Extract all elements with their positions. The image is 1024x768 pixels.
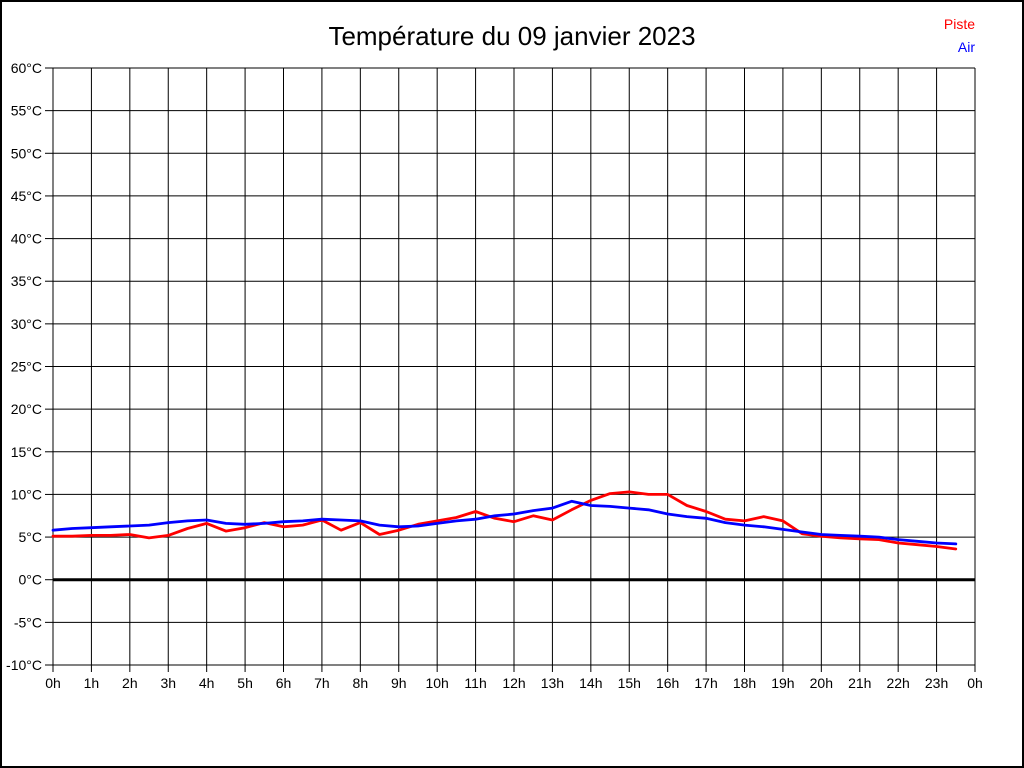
x-tick-label: 15h: [618, 675, 641, 691]
x-axis-labels: 0h 1h 2h 3h 4h 5h 6h 7h 8h 9h 10h 11h 12h 13h 14h 15h 16…: [45, 675, 983, 691]
axis-ticks: [45, 67, 976, 672]
x-tick-label: 0h: [967, 675, 983, 691]
x-tick-label: 13h: [541, 675, 564, 691]
y-tick-label: 15°C: [11, 444, 42, 460]
x-tick-label: 5h: [237, 675, 253, 691]
series-line-piste: [51, 490, 958, 551]
x-tick-label: 0h: [45, 675, 61, 691]
chart-title: Température du 09 janvier 2023: [328, 21, 696, 51]
y-axis-labels: 60°C 55°C 50°C 45°C 40°C 35°C 30°C 25°C 20°C 15°C…: [6, 60, 42, 673]
grid-lines: [52, 67, 976, 666]
x-tick-label: 14h: [579, 675, 602, 691]
x-tick-label: 3h: [160, 675, 176, 691]
x-tick-label: 7h: [314, 675, 330, 691]
x-tick-label: 16h: [656, 675, 679, 691]
y-tick-label: 0°C: [19, 572, 43, 588]
y-tick-label: 5°C: [19, 529, 43, 545]
y-tick-label: 35°C: [11, 273, 42, 289]
y-tick-label: 55°C: [11, 103, 42, 119]
y-tick-label: 45°C: [11, 188, 42, 204]
x-tick-label: 17h: [694, 675, 717, 691]
x-tick-label: 6h: [276, 675, 292, 691]
x-tick-label: 8h: [353, 675, 369, 691]
legend-item-air: Air: [957, 39, 975, 55]
x-tick-label: 18h: [733, 675, 756, 691]
y-tick-label: 50°C: [11, 145, 42, 161]
y-tick-label: 40°C: [11, 231, 42, 247]
y-tick-label: 20°C: [11, 401, 42, 417]
series-line-air: [51, 499, 958, 546]
y-tick-label: -5°C: [14, 614, 42, 630]
y-tick-label: -10°C: [6, 657, 42, 673]
x-tick-label: 9h: [391, 675, 407, 691]
x-tick-label: 22h: [886, 675, 909, 691]
x-tick-label: 4h: [199, 675, 215, 691]
x-tick-label: 11h: [464, 675, 486, 691]
x-tick-label: 20h: [810, 675, 833, 691]
legend-item-piste: Piste: [943, 16, 975, 32]
x-tick-label: 10h: [425, 675, 448, 691]
x-tick-label: 23h: [925, 675, 948, 691]
x-tick-label: 1h: [84, 675, 100, 691]
x-tick-label: 12h: [502, 675, 525, 691]
x-tick-label: 2h: [122, 675, 138, 691]
x-tick-label: 19h: [771, 675, 794, 691]
y-tick-label: 30°C: [11, 316, 42, 332]
y-tick-label: 10°C: [11, 486, 42, 502]
x-tick-label: 21h: [848, 675, 871, 691]
y-tick-label: 60°C: [11, 60, 42, 76]
chart-legend: Piste Air: [944, 13, 975, 59]
y-tick-label: 25°C: [11, 359, 42, 375]
